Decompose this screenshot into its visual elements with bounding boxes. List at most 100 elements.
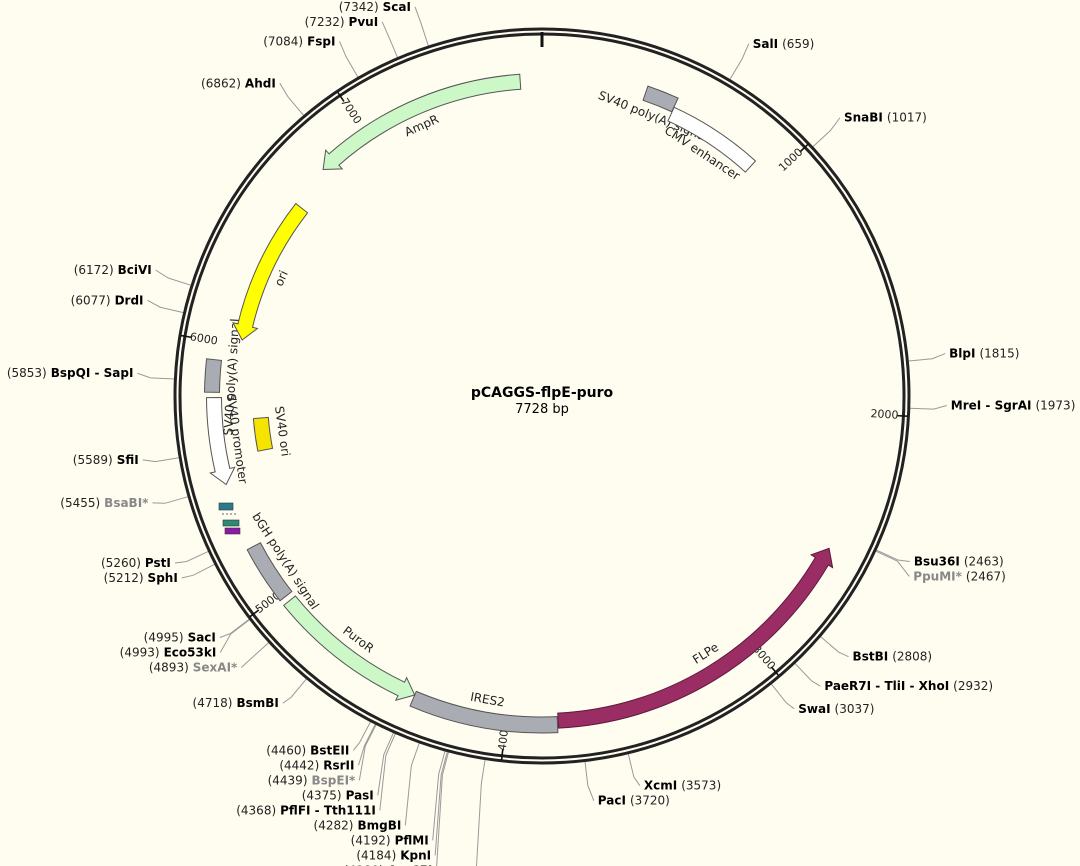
feature-sv40-ori (252, 416, 274, 452)
site-name: SalI (753, 37, 778, 51)
site-drdi: (6077) DrdI (71, 291, 144, 308)
site-position: (6862) (201, 76, 241, 90)
leader-paci (584, 760, 595, 801)
site-position: (5853) (7, 366, 47, 380)
site-position: (3037) (835, 702, 875, 716)
site-pflfi-tth111i: (4368) PflFI - Tth111I (236, 801, 376, 818)
site-xcmi: XcmI (3573) (644, 777, 721, 794)
site-name: PacI (598, 794, 626, 808)
leader-kpni (434, 750, 449, 856)
small-feature-teal-2 (222, 519, 240, 527)
leader-pflmi (432, 749, 446, 841)
site-name: PflMI (395, 833, 429, 847)
leader-ppumi (874, 550, 910, 577)
site-blpi: BlpI (1815) (949, 345, 1019, 362)
site-name: RsrII (323, 758, 354, 772)
site-bmgbi: (4282) BmgBI (314, 816, 402, 833)
leader-pasi (377, 731, 395, 796)
site-name: Eco53kI (164, 646, 217, 660)
site-sali: SalI (659) (753, 35, 815, 52)
tick-4000 (500, 748, 504, 760)
site-position: (5589) (73, 453, 113, 467)
leader-sali (728, 43, 750, 81)
site-position: (4439) (268, 773, 308, 787)
site-bspei: (4439) BspEI* (268, 771, 356, 788)
site-position: (5455) (60, 496, 100, 510)
site-name: SexAI* (193, 661, 238, 675)
site-snabi: SnaBI (1017) (844, 109, 927, 126)
site-position: (3720) (630, 794, 670, 808)
site-position: (3573) (681, 779, 721, 793)
leader-swai (770, 682, 795, 710)
tick-6000 (180, 334, 193, 339)
leader-paer7i-tlii-xhoi (793, 662, 821, 687)
site-sphi: (5212) SphI (104, 569, 178, 586)
site-eco53ki: (4993) Eco53kI (120, 644, 217, 661)
site-acc65i: (4180) Acc65I (344, 861, 433, 866)
feature-bgh-pa (246, 542, 293, 602)
site-position: (2808) (892, 650, 932, 664)
feature-puror (283, 595, 416, 701)
feature-cmv-enhancer (667, 106, 757, 173)
site-leader-lines (137, 6, 947, 866)
site-pvui: (7232) PvuI (305, 13, 379, 30)
feature-label-sv40-ori: SV40 ori (272, 405, 293, 457)
site-position: (1973) (1035, 398, 1075, 412)
feature-flpe (557, 547, 834, 729)
small-feature-teal (218, 502, 234, 511)
site-name: FspI (307, 34, 335, 48)
site-name: BsmBI (236, 696, 278, 710)
site-paci: PacI (3720) (598, 792, 670, 809)
leader-sfii (142, 456, 181, 463)
site-name: PaeR7I - TliI - XhoI (824, 679, 949, 693)
site-name: SfiI (117, 453, 139, 467)
site-name: PstI (145, 556, 171, 570)
site-position: (2467) (966, 569, 1006, 583)
site-bcivi: (6172) BciVI (74, 261, 152, 278)
site-ppumi: PpuMI* (2467) (913, 567, 1006, 584)
site-position: (7342) (339, 0, 379, 14)
site-rsrii: (4442) RsrII (279, 756, 354, 773)
site-position: (5212) (104, 571, 144, 585)
site-position: (7084) (263, 34, 303, 48)
feature-label-ires2: IRES2 (469, 690, 506, 710)
site-name: BmgBI (357, 818, 401, 832)
leader-bcivi (155, 269, 193, 287)
leader-bspqi-sapi (137, 372, 176, 380)
site-position: (4375) (302, 788, 342, 802)
site-scai: (7342) ScaI (339, 0, 411, 15)
leader-bsabi (152, 495, 190, 504)
site-bsmbi: (4718) BsmBI (193, 694, 279, 711)
site-bspqi-sapi: (5853) BspQI - SapI (7, 364, 134, 381)
small-feature-purple (224, 527, 241, 535)
backbone-outer-circle (173, 27, 911, 765)
leader-sexai (240, 641, 270, 668)
plasmid-name: pCAGGS-flpE-puro (471, 385, 614, 401)
leader-pmli (476, 758, 486, 866)
site-name: DrdI (115, 293, 144, 307)
leader-ahdi (279, 83, 305, 117)
site-psti: (5260) PstI (101, 554, 171, 571)
site-position: (2932) (953, 679, 993, 693)
site-labels: SalI (659) SnaBI (1017) BlpI (1815) MreI - … (7, 0, 1076, 866)
site-position: (4460) (266, 743, 306, 757)
site-ahdi: (6862) AhdI (201, 74, 276, 91)
leader-bmgbi (404, 741, 421, 826)
leader-sphi (181, 563, 216, 579)
site-name: SwaI (798, 702, 830, 716)
leader-rsrii (358, 722, 377, 766)
leader-bstbi (819, 635, 849, 658)
map-center: pCAGGS-flpE-puro 7728 bp (471, 385, 614, 417)
site-position: (4995) (144, 631, 184, 645)
feature-label-ori: ori (272, 268, 291, 288)
feature-ori (232, 202, 309, 341)
site-name: BsaBI* (104, 496, 149, 510)
feature-ires2 (409, 690, 559, 734)
leader-mrei-sgrai (908, 405, 947, 410)
site-name: XcmI (644, 779, 677, 793)
leader-scai (414, 6, 430, 48)
site-position: (4180) (344, 863, 384, 866)
site-bstbi: BstBI (2808) (853, 648, 933, 665)
tick-label: 6000 (189, 330, 219, 347)
